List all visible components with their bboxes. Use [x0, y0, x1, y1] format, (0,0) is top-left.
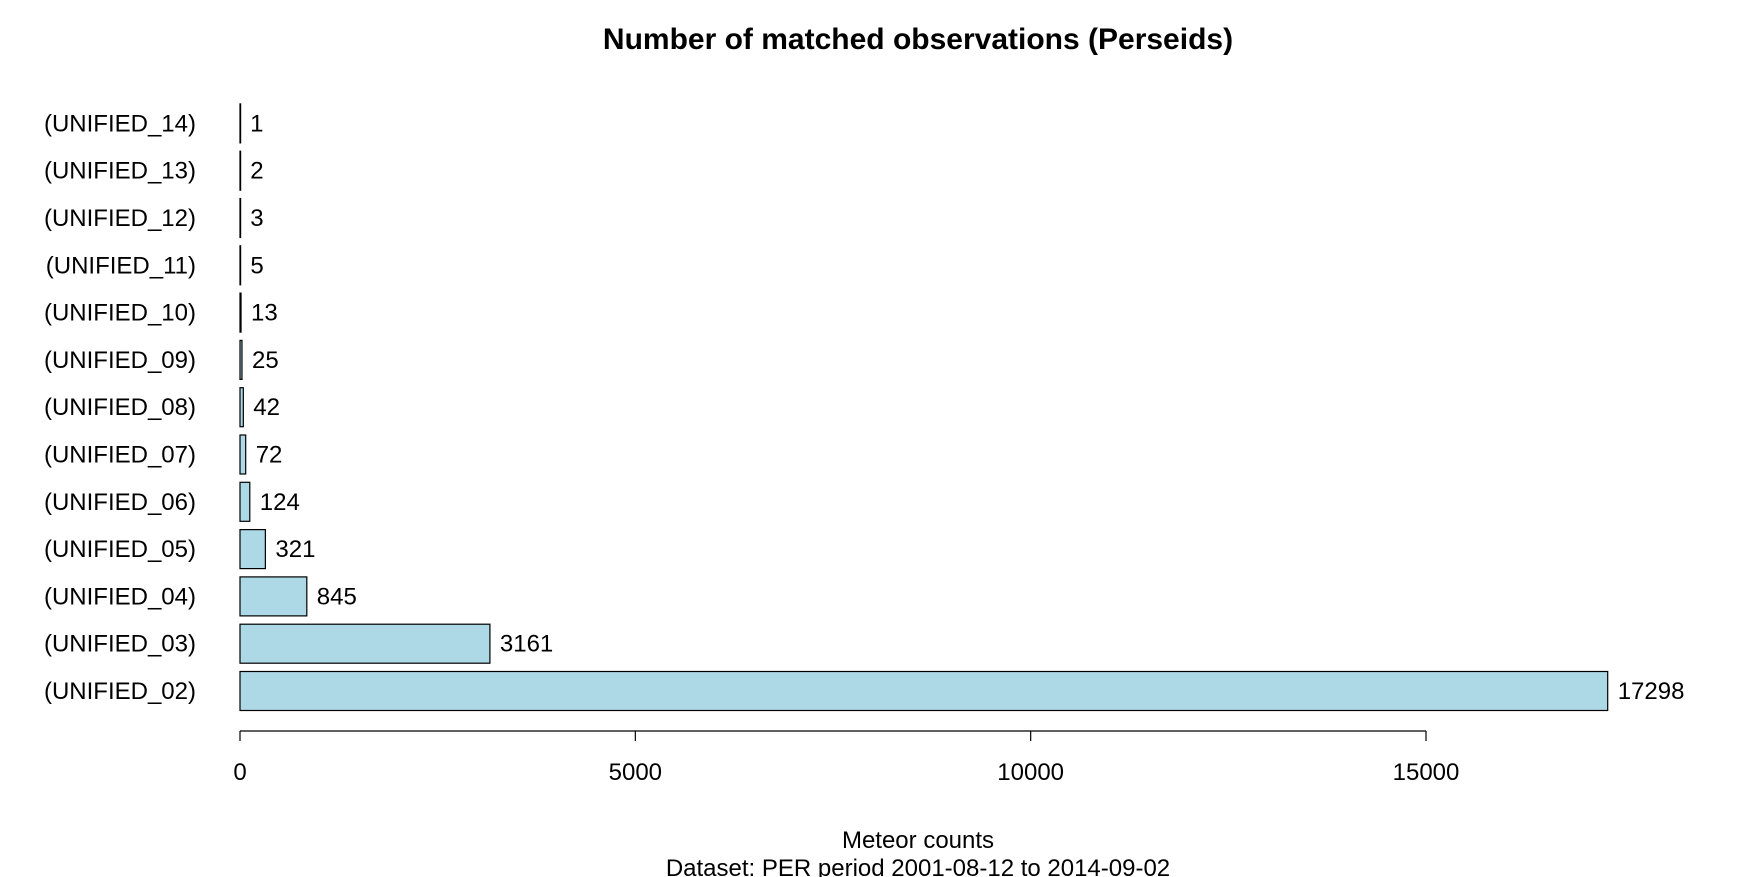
chart-title: Number of matched observations (Perseids… [603, 23, 1233, 56]
bar [239, 623, 491, 664]
x-tick-label: 5000 [609, 759, 662, 786]
data-label: 124 [260, 489, 300, 516]
x-tick-label: 15000 [1393, 759, 1460, 786]
bar [239, 481, 251, 522]
category-label: (UNIFIED_12) [44, 205, 196, 232]
category-label: (UNIFIED_07) [44, 442, 196, 469]
bar [239, 670, 1609, 712]
x-tick-label: 10000 [997, 759, 1064, 786]
data-label: 5 [250, 252, 263, 279]
data-label: 2 [250, 158, 263, 185]
data-label: 42 [253, 394, 280, 421]
category-label: (UNIFIED_11) [46, 252, 196, 279]
chart-subtitle: Dataset: PER period 2001-08-12 to 2014-0… [666, 855, 1170, 877]
x-axis: 0 5000 10000 15000 [233, 730, 1460, 786]
bar [239, 292, 242, 333]
category-label: (UNIFIED_09) [44, 347, 196, 374]
data-label: 845 [317, 583, 357, 610]
data-label: 17298 [1618, 678, 1685, 705]
data-label: 72 [256, 442, 283, 469]
bar [239, 150, 242, 191]
bar [239, 387, 244, 428]
category-label: (UNIFIED_06) [44, 489, 196, 516]
bar [239, 434, 247, 475]
category-label: (UNIFIED_02) [44, 678, 196, 705]
category-label: (UNIFIED_03) [44, 631, 196, 658]
bar [239, 339, 243, 380]
category-label: (UNIFIED_08) [44, 394, 196, 421]
data-label: 1 [250, 110, 263, 137]
data-label: 3 [250, 205, 263, 232]
data-label: 3161 [500, 631, 553, 658]
data-label: 321 [275, 536, 315, 563]
x-tick-label: 0 [233, 759, 246, 786]
data-label: 25 [252, 347, 279, 374]
bar [239, 197, 242, 239]
category-label: (UNIFIED_10) [44, 300, 196, 327]
bars-layer: (UNIFIED_02) 17298 (UNIFIED_03) 3161 (UNIFIE… [44, 103, 1685, 712]
bar [239, 528, 266, 570]
x-axis-label: Meteor counts [842, 827, 994, 854]
bar [239, 576, 308, 617]
data-label: 13 [251, 300, 278, 327]
category-label: (UNIFIED_14) [44, 110, 196, 137]
bar [239, 245, 242, 286]
category-label: (UNIFIED_13) [44, 158, 196, 185]
bar [239, 103, 242, 144]
category-label: (UNIFIED_05) [44, 536, 196, 563]
category-label: (UNIFIED_04) [44, 583, 196, 610]
